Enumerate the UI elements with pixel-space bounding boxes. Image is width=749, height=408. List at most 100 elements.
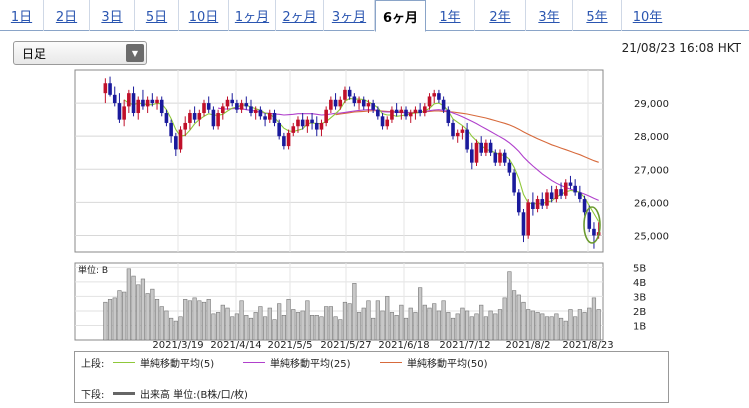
tab-10[interactable]: 2年 xyxy=(475,0,526,31)
candle-body xyxy=(512,172,516,193)
volume-bar xyxy=(300,310,305,341)
volume-bar xyxy=(216,312,221,341)
candle-body xyxy=(329,99,333,110)
candle-body xyxy=(112,94,117,104)
volume-bar xyxy=(122,291,127,341)
legend-ma25-label: 単純移動平均(25) xyxy=(270,359,351,370)
chart-type-select[interactable]: 日足 ▼ xyxy=(13,41,147,65)
volume-tick-label: 2B xyxy=(633,307,646,318)
candle-body xyxy=(122,106,126,120)
ma5-line xyxy=(123,97,600,222)
volume-bar xyxy=(258,306,263,341)
volume-bar xyxy=(385,296,390,341)
volume-tick-label: 1B xyxy=(633,321,646,332)
volume-bar xyxy=(159,306,164,341)
candle-body xyxy=(399,109,404,114)
candle-body xyxy=(592,228,596,236)
volume-bar xyxy=(169,317,174,341)
candle-body xyxy=(258,109,263,117)
volume-bar xyxy=(450,317,456,341)
candle-body xyxy=(371,103,375,110)
volume-bar xyxy=(436,310,442,341)
volume-bar xyxy=(549,316,554,341)
volume-bar xyxy=(399,304,404,341)
volume-bar xyxy=(333,316,338,341)
candle-body xyxy=(216,113,220,127)
volume-bar xyxy=(493,313,498,341)
candle-body xyxy=(366,103,371,107)
volume-bar xyxy=(145,293,150,341)
candle-body xyxy=(333,99,338,107)
period-tab-bar: 1日 2日 3日 5日 10日 1ヶ月 2ヶ月 3ヶ月 6ヶ月 1年 2年 3年 5年 10年 xyxy=(0,0,749,32)
legend-lower-label: 下段: xyxy=(81,390,105,401)
tab-2[interactable]: 3日 xyxy=(90,0,135,31)
tab-1[interactable]: 2日 xyxy=(44,0,90,31)
candle-body xyxy=(352,96,357,104)
tab-5[interactable]: 1ヶ月 xyxy=(229,0,276,31)
volume-bar xyxy=(371,317,376,341)
candle-body xyxy=(324,109,328,123)
volume-bar xyxy=(568,309,573,341)
volume-bar xyxy=(305,300,310,341)
volume-bar xyxy=(380,310,385,341)
candle-body xyxy=(131,93,136,114)
volume-bar xyxy=(540,313,545,341)
price-tick-label: 28,000 xyxy=(634,132,669,143)
candle-body xyxy=(169,122,173,137)
tab-11[interactable]: 3年 xyxy=(526,0,573,31)
candle-body xyxy=(253,109,258,114)
volume-bar xyxy=(521,301,526,341)
candle-body xyxy=(573,185,577,193)
volume-bar xyxy=(418,287,423,341)
volume-bar xyxy=(140,278,146,341)
tab-6[interactable]: 2ヶ月 xyxy=(276,0,324,31)
volume-bar xyxy=(295,312,301,341)
volume-bar xyxy=(328,306,333,341)
volume-bar xyxy=(234,313,239,341)
volume-unit-label: 単位: B xyxy=(78,264,108,276)
volume-bar xyxy=(178,316,183,341)
volume-bar xyxy=(150,288,155,341)
candle-body xyxy=(380,116,385,127)
candle-body xyxy=(141,99,145,107)
candle-body xyxy=(314,122,319,130)
tab-8[interactable]: 6ヶ月 xyxy=(375,0,426,32)
candle-body xyxy=(521,212,526,236)
volume-bar xyxy=(187,300,193,341)
legend-ma25-swatch xyxy=(243,362,265,363)
candle-body xyxy=(427,96,432,107)
candle-body xyxy=(385,119,390,127)
candle-body xyxy=(535,199,540,209)
candle-body xyxy=(178,129,183,150)
latest-highlight-ellipse xyxy=(583,206,601,244)
candle-body xyxy=(357,99,361,104)
volume-bar xyxy=(587,307,592,341)
volume-bar xyxy=(253,312,258,341)
candle-body xyxy=(117,103,122,120)
volume-bar xyxy=(206,299,211,341)
candle-body xyxy=(413,109,418,114)
candle-body xyxy=(451,122,455,137)
candle-body xyxy=(305,119,310,127)
volume-bar xyxy=(126,268,131,341)
tab-7[interactable]: 3ヶ月 xyxy=(324,0,375,31)
volume-bar xyxy=(591,297,597,341)
candle-body xyxy=(361,99,366,107)
candle-body xyxy=(488,142,493,153)
candle-body xyxy=(390,109,394,120)
volume-bar xyxy=(530,310,535,341)
legend-volume-label: 出来高 単位:(B株/口/枚) xyxy=(140,390,248,401)
tab-12[interactable]: 5年 xyxy=(573,0,622,31)
tab-4[interactable]: 10日 xyxy=(179,0,229,31)
tab-9[interactable]: 1年 xyxy=(426,0,475,31)
tab-3[interactable]: 5日 xyxy=(135,0,179,31)
tab-0[interactable]: 1日 xyxy=(0,0,44,31)
candle-body xyxy=(319,122,324,130)
volume-bar xyxy=(408,307,413,341)
candle-body xyxy=(441,99,446,110)
candle-body xyxy=(502,152,507,163)
chart-type-select-value: 日足 xyxy=(22,46,47,61)
tab-13[interactable]: 10年 xyxy=(632,10,663,25)
volume-bar xyxy=(342,301,348,341)
candle-body xyxy=(526,202,530,236)
